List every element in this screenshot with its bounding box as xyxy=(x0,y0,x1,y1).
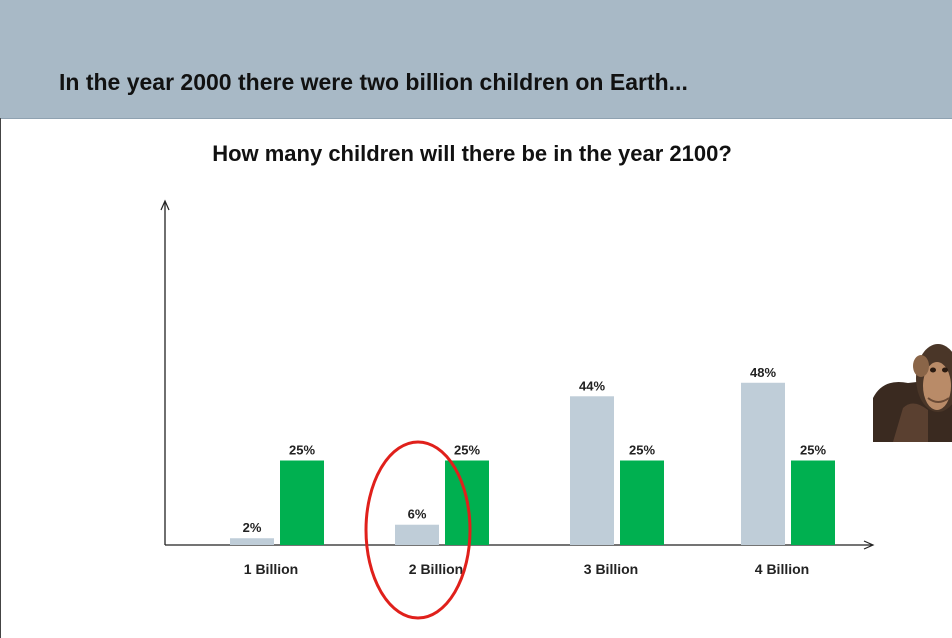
data-label-s1-1: 2% xyxy=(243,520,262,535)
data-label-s2-1: 25% xyxy=(289,443,315,458)
chart-bars xyxy=(230,382,835,545)
bar-s1-1 xyxy=(230,538,274,545)
chart-highlight xyxy=(364,440,472,620)
bar-s1-3 xyxy=(570,396,614,545)
slide-title: In the year 2000 there were two billion … xyxy=(59,69,688,95)
bar-s2-4 xyxy=(791,460,835,545)
chart-title: How many children will there be in the y… xyxy=(212,141,732,166)
data-label-s1-4: 48% xyxy=(750,365,776,380)
data-label-s2-2: 25% xyxy=(454,443,480,458)
chart-labels: 2% 25% 1 Billion 6% 25% 2 Billion 44% 25% 3 Bill… xyxy=(243,365,827,577)
slide-header: In the year 2000 there were two billion … xyxy=(0,0,952,119)
category-label-1: 1 Billion xyxy=(244,561,298,577)
bar-s2-3 xyxy=(620,460,664,545)
data-label-s1-2: 6% xyxy=(408,507,427,522)
data-label-s2-3: 25% xyxy=(629,443,655,458)
data-label-s2-4: 25% xyxy=(800,443,826,458)
category-label-2: 2 Billion xyxy=(409,561,463,577)
slide-border xyxy=(0,118,1,638)
category-label-3: 3 Billion xyxy=(584,561,638,577)
chimpanzee-icon xyxy=(873,338,952,442)
data-label-s1-3: 44% xyxy=(579,378,605,393)
highlight-circle xyxy=(364,440,472,620)
bar-s1-2 xyxy=(395,524,439,545)
bar-s2-1 xyxy=(280,460,324,545)
category-label-4: 4 Billion xyxy=(755,561,809,577)
bar-s1-4 xyxy=(741,382,785,545)
x-axis-arrow xyxy=(863,540,875,550)
y-axis-arrow xyxy=(160,199,170,211)
